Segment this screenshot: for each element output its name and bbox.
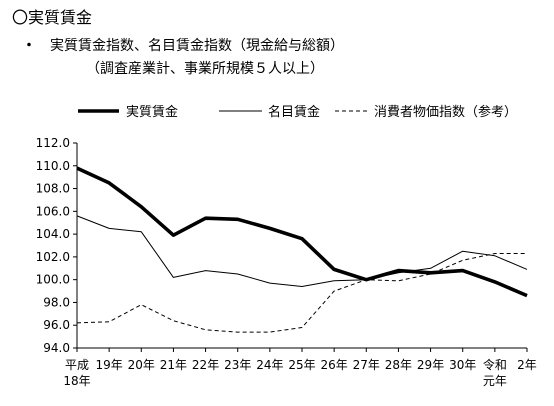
x-tick-label-line: 平成 [65,358,89,372]
legend-label-2: 名目賃金 [268,104,320,120]
series-line-3 [76,253,527,333]
x-tick-label-line: 19年 [96,358,123,372]
x-tick-label: 27年 [353,358,380,372]
x-tick-label: 2年 [517,358,537,372]
subheading-text: 実質賃金指数、名目賃金指数（現金給与総額） [50,38,344,54]
x-tick-label: 29年 [417,358,444,372]
x-tick-label-line: 30年 [449,358,476,372]
chart-axes: 94.0 96.0 98.0 100.0 102.0 104.0 106.0 108.0 110… [36,136,537,388]
x-tick-label-line: 29年 [417,358,444,372]
x-tick-label: 28年 [385,358,412,372]
x-tick-label-line: 26年 [321,358,348,372]
x-tick-label-line: 2年 [517,358,537,372]
x-tick-label-line: 22年 [192,358,219,372]
x-tick-label-line: 28年 [385,358,412,372]
y-tick-label: 110.0 [36,159,70,173]
y-tick-label: 100.0 [36,273,70,287]
chart-subnote: （調査産業計、事業所規模５人以上） [86,61,324,77]
x-tick-label-line: 24年 [256,358,283,372]
x-tick-label-line: 27年 [353,358,380,372]
x-tick-label: 30年 [449,358,476,372]
x-tick-label: 令和元年 [483,357,507,388]
y-tick-label: 94.0 [43,341,70,355]
x-tick-label-line: 令和 [483,357,507,372]
x-tick-label: 19年 [96,358,123,372]
x-tick-label: 25年 [288,358,315,372]
x-tick-label: 24年 [256,358,283,372]
bullet-marker: ・ [22,38,36,54]
x-tick-label: 26年 [321,358,348,372]
x-tick-label: 23年 [224,358,251,372]
x-tick-label-line: 21年 [160,358,187,372]
x-tick-label: 22年 [192,358,219,372]
series-line-2 [76,215,528,287]
x-tick-label-line: 20年 [128,358,155,372]
legend-label-3: 消費者物価指数（参考） [374,104,517,120]
y-tick-label: 104.0 [36,227,70,241]
y-tick-label: 102.0 [36,250,70,264]
section-heading: 〇実質賃金 [12,8,93,27]
x-tick-label-line: 25年 [288,358,315,372]
x-tick-label: 20年 [128,358,155,372]
x-tick-label: 21年 [160,358,187,372]
x-tick-label: 平成 18年 [63,358,90,388]
legend-label-1: 実質賃金 [126,104,178,120]
chart-series-layer [76,166,528,333]
y-tick-label: 108.0 [36,182,70,196]
chart-subheading: ・実質賃金指数、名目賃金指数（現金給与総額） [22,37,344,55]
x-tick-label-line: 元年 [483,374,507,388]
y-tick-label: 106.0 [36,204,70,218]
y-tick-label: 96.0 [43,318,70,332]
chart-legend: 実質賃金 名目賃金 消費者物価指数（参考） [78,104,517,120]
y-tick-label: 112.0 [36,136,70,150]
y-tick-label: 98.0 [43,295,70,309]
x-tick-label-line: 23年 [224,358,251,372]
series-line-1 [76,166,528,298]
x-tick-label-line: 18年 [63,374,90,388]
